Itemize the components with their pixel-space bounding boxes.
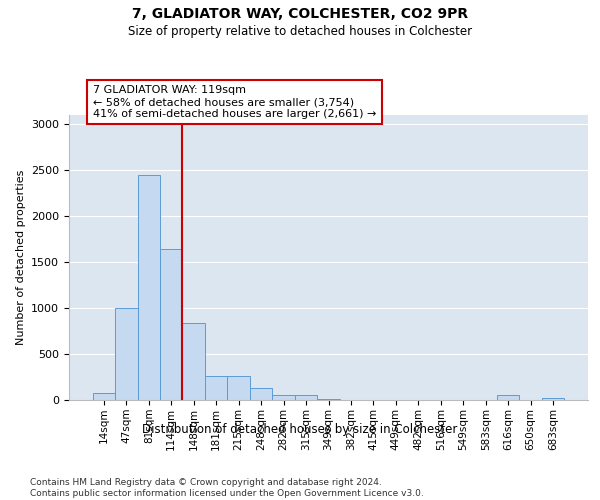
Bar (182, 323, 205, 400)
Y-axis label: Number of detached properties: Number of detached properties (16, 170, 26, 345)
Bar (205, 376, 227, 400)
Text: 7, GLADIATOR WAY, COLCHESTER, CO2 9PR: 7, GLADIATOR WAY, COLCHESTER, CO2 9PR (132, 8, 468, 22)
Text: Distribution of detached houses by size in Colchester: Distribution of detached houses by size … (142, 422, 458, 436)
Bar (317, 399, 340, 400)
Bar (272, 395, 295, 400)
Text: Size of property relative to detached houses in Colchester: Size of property relative to detached ho… (128, 25, 472, 38)
Bar (227, 376, 250, 400)
Bar (250, 388, 272, 400)
Bar (115, 308, 137, 400)
Bar (137, 175, 160, 400)
Bar (295, 396, 317, 400)
Text: Contains HM Land Registry data © Crown copyright and database right 2024.
Contai: Contains HM Land Registry data © Crown c… (30, 478, 424, 498)
Bar (92, 393, 115, 400)
Bar (160, 249, 182, 400)
Bar (497, 396, 520, 400)
Bar (542, 398, 565, 400)
Text: 7 GLADIATOR WAY: 119sqm
← 58% of detached houses are smaller (3,754)
41% of semi: 7 GLADIATOR WAY: 119sqm ← 58% of detache… (92, 86, 376, 118)
